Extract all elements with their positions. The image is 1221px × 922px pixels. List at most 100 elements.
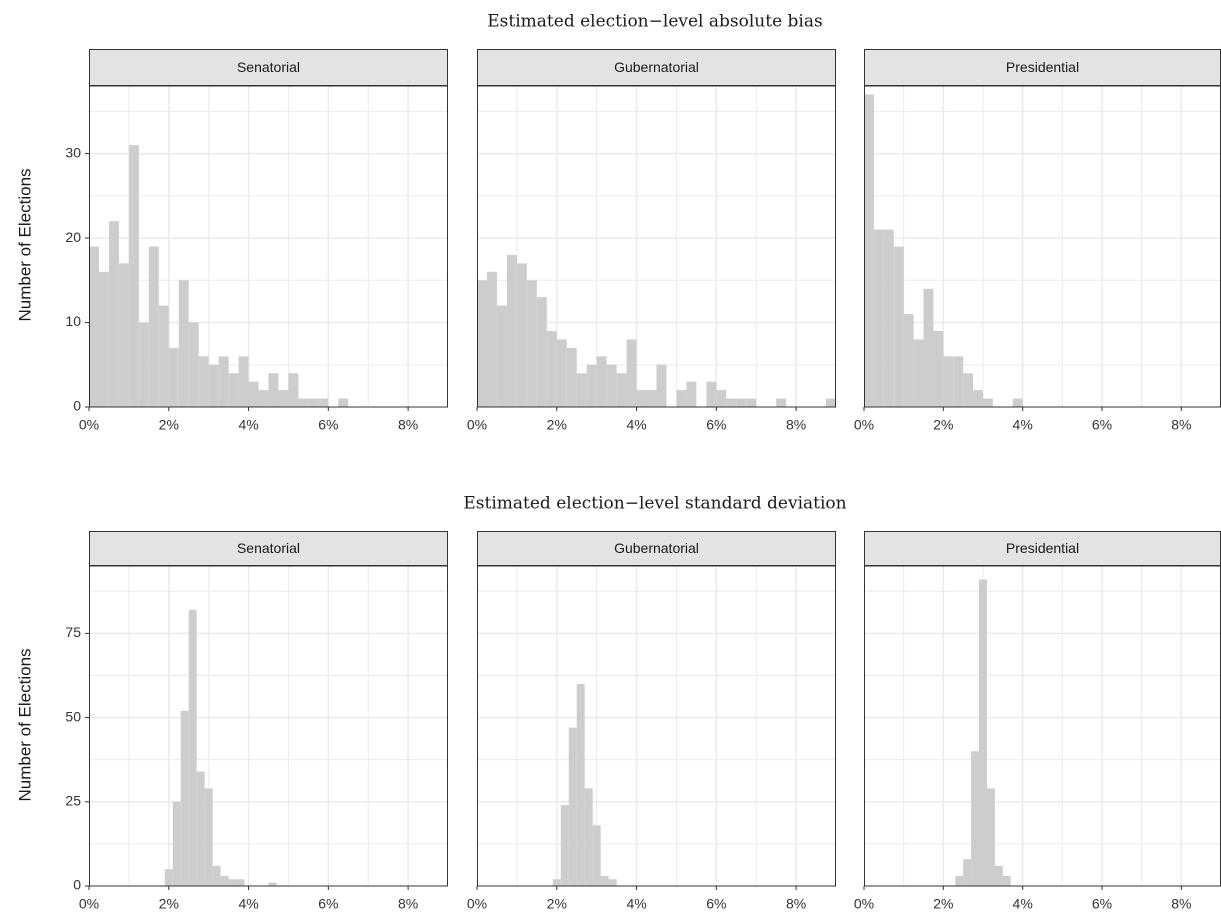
histogram-bar — [168, 347, 179, 407]
histogram-bars — [164, 609, 277, 886]
histogram-bar — [196, 771, 205, 886]
y-axis: 0 10 20 30 — [65, 144, 89, 414]
strip-header — [864, 49, 1221, 86]
histogram-bar — [546, 330, 557, 407]
histogram-bar — [258, 390, 269, 407]
histogram-bar — [198, 356, 209, 407]
histogram-bar — [963, 859, 972, 886]
histogram-bar — [606, 364, 617, 407]
x-tick-label: 6% — [1092, 896, 1112, 912]
histogram-bar — [560, 805, 569, 886]
x-tick-label: 2% — [159, 417, 179, 433]
histogram-bar — [893, 246, 904, 407]
x-tick-label: 2% — [547, 417, 567, 433]
histogram-bar — [308, 398, 319, 407]
x-tick-label: 2% — [933, 417, 953, 433]
y-tick-label: 25 — [65, 792, 81, 808]
histogram-bar — [586, 364, 597, 407]
histogram-bar — [89, 246, 99, 407]
panel-presidential: Presidential 0% 2% 4% 6% 8% — [854, 531, 1221, 912]
histogram-bar — [118, 263, 129, 407]
histogram-bar — [616, 373, 627, 407]
histogram-bar — [204, 788, 213, 886]
histogram-bar — [963, 373, 974, 407]
strip-label: Gubernatorial — [614, 59, 699, 75]
x-axis: 0% 2% 4% 6% 8% — [854, 407, 1191, 433]
histogram-bar — [158, 305, 169, 407]
x-axis: 0% 2% 4% 6% 8% — [854, 886, 1191, 912]
histogram-bar — [626, 339, 637, 407]
histogram-bar — [903, 314, 914, 407]
histogram-bar — [576, 683, 585, 886]
panel-frame — [477, 565, 836, 887]
histogram-bar — [706, 381, 717, 407]
histogram-bar — [986, 788, 995, 886]
y-tick-label: 0 — [73, 398, 81, 414]
panel-gubernatorial: Gubernatorial 0% 2% 4% 6% 8% — [467, 49, 836, 433]
x-axis: 0% 2% 4% 6% 8% — [79, 886, 418, 912]
x-tick-label: 0% — [79, 417, 99, 433]
histogram-bar — [477, 280, 487, 407]
histogram-bar — [338, 398, 349, 407]
histogram-bar — [864, 94, 874, 408]
x-tick-label: 4% — [238, 417, 258, 433]
strip-header — [477, 49, 836, 86]
x-tick-label: 8% — [1171, 417, 1191, 433]
histogram-bar — [568, 727, 577, 886]
histogram-bar — [746, 398, 757, 407]
histogram-bar — [973, 390, 983, 407]
histogram-bar — [726, 398, 737, 407]
histogram-bar — [108, 221, 119, 407]
chart-row-2: Estimated election−level standard deviat… — [15, 494, 1221, 912]
panel-frame — [477, 85, 836, 408]
histogram-bar — [526, 280, 537, 407]
strip-label: Gubernatorial — [614, 540, 699, 556]
x-tick-label: 4% — [238, 896, 258, 912]
histogram-bar — [686, 381, 697, 407]
histogram-bar — [955, 875, 964, 886]
histogram-bar — [923, 288, 934, 407]
histogram-bar — [172, 801, 181, 886]
histogram-bar — [238, 356, 249, 407]
x-tick-label: 8% — [398, 896, 418, 912]
y-tick-label: 50 — [65, 708, 81, 724]
gridlines — [477, 566, 836, 886]
x-tick-label: 8% — [398, 417, 418, 433]
strip-header — [89, 49, 448, 86]
histogram-bar — [596, 356, 607, 407]
histogram-bar — [1012, 398, 1023, 407]
panel-gubernatorial: Gubernatorial 0% 2% 4% 6% 8% — [467, 531, 836, 912]
histogram-bar — [218, 356, 229, 407]
x-tick-label: 6% — [318, 896, 338, 912]
x-tick-label: 8% — [1171, 896, 1191, 912]
histogram-bar — [278, 390, 289, 407]
x-tick-label: 0% — [467, 896, 487, 912]
y-tick-label: 20 — [65, 229, 81, 245]
chart-title: Estimated election−level standard deviat… — [463, 494, 846, 514]
histogram-bar — [584, 788, 593, 886]
x-tick-label: 6% — [1092, 417, 1112, 433]
histogram-bar — [676, 390, 687, 407]
histogram-bar — [736, 398, 747, 407]
chart-row-1: Estimated election−level absolute bias Nu… — [15, 12, 1221, 433]
chart-root: Estimated election−level absolute bias Nu… — [15, 12, 1221, 912]
gridlines — [864, 566, 1221, 886]
histogram-bar — [208, 364, 219, 407]
y-tick-label: 10 — [65, 313, 81, 329]
x-axis: 0% 2% 4% 6% 8% — [79, 407, 418, 433]
histogram-bar — [236, 879, 245, 886]
x-tick-label: 0% — [854, 896, 874, 912]
x-tick-label: 6% — [318, 417, 338, 433]
panel-frame — [89, 85, 448, 408]
histogram-bar — [188, 609, 197, 886]
histogram-bar — [983, 398, 993, 407]
histogram-bars — [552, 683, 617, 886]
histogram-bar — [228, 373, 239, 407]
histogram-bars — [477, 254, 836, 407]
strip-label: Presidential — [1006, 59, 1079, 75]
x-tick-label: 4% — [626, 417, 646, 433]
histogram-bar — [1002, 875, 1011, 886]
strip-label: Presidential — [1006, 540, 1079, 556]
x-tick-label: 6% — [706, 896, 726, 912]
y-axis-label: Number of Elections — [15, 168, 34, 321]
